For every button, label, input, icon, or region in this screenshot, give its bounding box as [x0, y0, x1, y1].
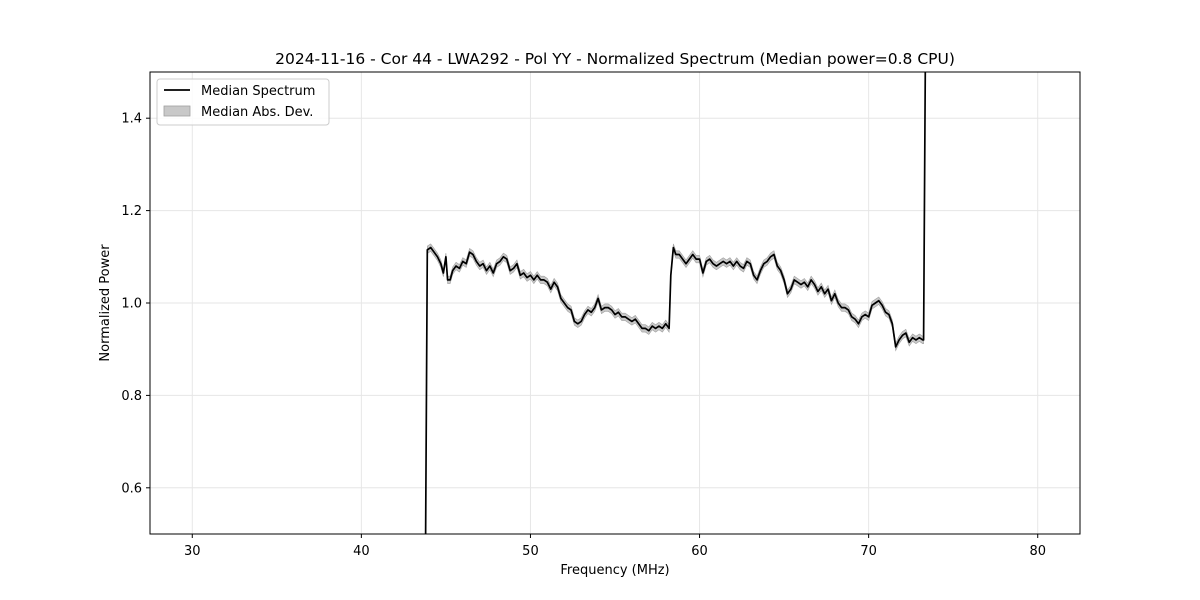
y-tick-label: 1.2 [121, 204, 142, 219]
plot-area [424, 72, 927, 534]
x-tick-label: 50 [522, 544, 539, 559]
y-tick-label: 1.0 [121, 297, 142, 312]
x-tick-label: 30 [184, 544, 201, 559]
legend-frame [156, 78, 330, 126]
y-tick-label: 1.4 [121, 112, 142, 127]
x-tick-label: 70 [860, 544, 877, 559]
median-spectrum-line [424, 72, 927, 534]
legend-label-median-spectrum: Median Spectrum [201, 84, 315, 99]
y-axis-label: Normalized Power [98, 244, 113, 362]
chart-title: 2024-11-16 - Cor 44 - LWA292 - Pol YY - … [275, 50, 955, 68]
x-tick-label: 60 [691, 544, 708, 559]
y-tick-label: 0.6 [121, 481, 142, 496]
legend: Median Spectrum Median Abs. Dev. [156, 78, 330, 126]
grid-lines [150, 72, 1080, 534]
median-abs-dev-band [427, 243, 924, 352]
x-tick-label: 40 [353, 544, 370, 559]
y-axis: 0.6 0.8 1.0 1.2 1.4 [121, 112, 150, 496]
x-axis: 30 40 50 60 70 80 [184, 534, 1046, 559]
legend-label-median-abs-dev: Median Abs. Dev. [201, 105, 313, 120]
legend-band-swatch [163, 105, 191, 117]
x-axis-label: Frequency (MHz) [560, 563, 669, 578]
x-tick-label: 80 [1029, 544, 1046, 559]
y-tick-label: 0.8 [121, 389, 142, 404]
